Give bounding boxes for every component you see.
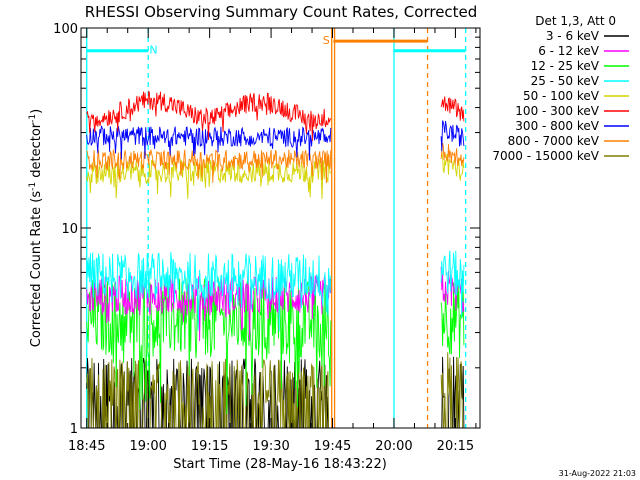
x-tick-label-19-30: 19:30 <box>252 439 289 454</box>
y-tick-label-1: 1 <box>70 422 78 437</box>
y-tick-label-100: 100 <box>53 22 78 37</box>
legend-label-8: 7000 - 15000 keV <box>492 149 599 163</box>
flag-label-2: S <box>323 34 330 47</box>
series-line-7-segment-1 <box>440 142 465 167</box>
legend-label-6: 300 - 800 keV <box>515 119 599 133</box>
x-tick-label-19-00: 19:00 <box>129 439 166 454</box>
x-tick-label-20-15: 20:15 <box>437 439 474 454</box>
series-line-5-segment-0 <box>86 90 332 141</box>
series-line-6-segment-1 <box>440 120 465 152</box>
x-tick-label-18-45: 18:45 <box>68 439 105 454</box>
y-axis-label-sup-2: -1 <box>28 114 38 123</box>
series-line-8-segment-0 <box>86 357 331 429</box>
x-axis-label: Start Time (28-May-16 18:43:22) <box>173 457 387 472</box>
x-tick-label-19-15: 19:15 <box>191 439 228 454</box>
series-line-3-segment-1 <box>440 250 465 318</box>
legend-label-1: 6 - 12 keV <box>538 44 600 58</box>
y-axis-label: Corrected Count Rate (s-1 detector-1) <box>28 109 44 347</box>
legend-title: Det 1,3, Att 0 <box>535 14 616 28</box>
legend-label-2: 12 - 25 keV <box>531 59 600 73</box>
series-line-7-segment-0 <box>86 148 332 184</box>
series-line-4-segment-0 <box>86 158 332 200</box>
y-axis-label-main: Corrected Count Rate (s <box>29 191 44 348</box>
y-axis-label-end: ) <box>29 109 44 114</box>
y-axis-label-sup-1: -1 <box>28 182 38 191</box>
x-tick-label-19-45: 19:45 <box>314 439 351 454</box>
legend-label-4: 50 - 100 keV <box>523 89 600 103</box>
legend-label-5: 100 - 300 keV <box>515 104 599 118</box>
series-line-5-segment-1 <box>440 96 465 122</box>
series-line-1-segment-1 <box>440 266 465 313</box>
series-line-4-segment-1 <box>440 148 465 181</box>
y-axis-label-mid: detector <box>29 122 44 182</box>
series-line-8-segment-1 <box>440 352 464 429</box>
series-line-2-segment-1 <box>440 280 465 359</box>
series-line-3-segment-0 <box>86 251 332 332</box>
flag-label-0: N <box>149 44 157 57</box>
legend-label-3: 25 - 50 keV <box>531 74 600 88</box>
footer-timestamp: 31-Aug-2022 21:03 <box>559 469 636 478</box>
x-tick-label-20-00: 20:00 <box>375 439 412 454</box>
legend-label-7: 800 - 7000 keV <box>508 134 600 148</box>
series-line-1-segment-0 <box>86 274 332 342</box>
plot-area: NS <box>86 28 467 429</box>
chart-title: RHESSI Observing Summary Count Rates, Co… <box>85 3 478 21</box>
axes: 1 10 100 18:45 19:00 19:15 19:30 19:45 20:00 20:1… <box>53 22 480 454</box>
y-tick-label-10: 10 <box>61 222 78 237</box>
legend-label-0: 3 - 6 keV <box>546 29 600 43</box>
